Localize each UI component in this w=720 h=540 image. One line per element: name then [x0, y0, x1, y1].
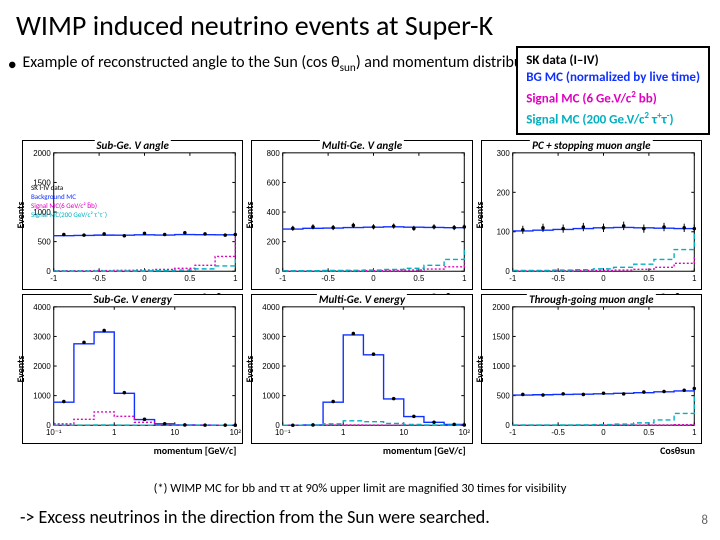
chart-title: PC + stopping muon angle: [530, 139, 652, 152]
svg-text:-0.5: -0.5: [92, 274, 106, 283]
svg-text:1: 1: [462, 274, 466, 283]
svg-text:-1: -1: [280, 274, 287, 283]
svg-text:1500: 1500: [492, 332, 510, 341]
svg-text:-0.5: -0.5: [322, 274, 336, 283]
svg-text:0: 0: [601, 274, 606, 283]
svg-text:300: 300: [496, 149, 510, 158]
chart-xlabel: Cosθsun: [660, 444, 695, 457]
svg-text:2000: 2000: [492, 303, 510, 312]
svg-text:10²: 10²: [230, 428, 242, 437]
svg-text:10²: 10²: [459, 428, 471, 437]
svg-text:1000: 1000: [33, 392, 51, 401]
svg-text:2000: 2000: [33, 362, 51, 371]
svg-text:3000: 3000: [33, 332, 51, 341]
chart-panel: PC + stopping muon angleEventsCosθsun010…: [481, 140, 702, 290]
svg-text:-1: -1: [50, 274, 57, 283]
legend-line-bgmc: BG MC (normalized by live time): [526, 69, 700, 86]
legend-line-sig1: Signal MC (6 Ge.V/c2 bb): [526, 86, 700, 107]
svg-text:0.5: 0.5: [414, 274, 426, 283]
svg-text:10⁻¹: 10⁻¹: [46, 428, 62, 437]
legend-line-data: SK data (I–IV): [526, 52, 700, 69]
svg-text:1: 1: [692, 428, 696, 437]
svg-text:0.5: 0.5: [184, 274, 196, 283]
svg-text:4000: 4000: [263, 303, 281, 312]
svg-text:1: 1: [233, 274, 237, 283]
svg-text:0: 0: [142, 274, 147, 283]
svg-text:10: 10: [400, 428, 409, 437]
svg-text:1: 1: [341, 428, 345, 437]
chart-panel: Sub-Ge. V angleEventsCosθsun050010001500…: [22, 140, 243, 290]
bullet-sub: sun: [340, 61, 356, 75]
chart-title: Sub-Ge. V energy: [91, 293, 173, 306]
svg-text:0: 0: [601, 428, 606, 437]
svg-text:-0.5: -0.5: [551, 274, 565, 283]
svg-text:800: 800: [267, 149, 281, 158]
page-number: 8: [701, 513, 708, 528]
legend-line-sig2: Signal MC (200 Ge.V/c2 τ+τ-): [526, 107, 700, 128]
chart-title: Multi-Ge. V angle: [320, 139, 404, 152]
page-title: WIMP induced neutrino events at Super-K: [0, 0, 720, 47]
svg-text:10: 10: [170, 428, 179, 437]
footnote: (*) WIMP MC for bb and ττ at 90% upper l…: [0, 481, 720, 496]
svg-text:4000: 4000: [33, 303, 51, 312]
svg-text:-0.5: -0.5: [551, 428, 565, 437]
svg-text:1: 1: [692, 274, 696, 283]
svg-text:-1: -1: [509, 274, 516, 283]
svg-text:2000: 2000: [33, 149, 51, 158]
svg-text:100: 100: [496, 228, 510, 237]
svg-text:0.5: 0.5: [643, 428, 655, 437]
svg-text:600: 600: [267, 178, 281, 187]
svg-text:1000: 1000: [492, 362, 510, 371]
svg-text:400: 400: [267, 208, 281, 217]
chart-inset-legend: SK I-IV dataBackground MCSignal MC(6 GeV…: [31, 183, 107, 219]
chart-title: Multi-Ge. V energy: [317, 293, 407, 306]
conclusion: -> Excess neutrinos in the direction fro…: [20, 506, 490, 528]
svg-text:1: 1: [112, 428, 116, 437]
chart-panel: Multi-Ge. V energyEventsmomentum [GeV/c]…: [251, 294, 472, 444]
svg-text:1000: 1000: [263, 392, 281, 401]
chart-title: Sub-Ge. V angle: [94, 139, 170, 152]
svg-text:0.5: 0.5: [643, 274, 655, 283]
svg-text:2000: 2000: [263, 362, 281, 371]
chart-panel: Through-going muon angleEventsCosθsun050…: [481, 294, 702, 444]
svg-text:500: 500: [496, 392, 510, 401]
chart-title: Through-going muon angle: [527, 293, 655, 306]
chart-grid: Sub-Ge. V angleEventsCosθsun050010001500…: [22, 140, 702, 444]
chart-xlabel: momentum [GeV/c]: [383, 444, 466, 457]
svg-text:0: 0: [372, 274, 377, 283]
svg-text:10⁻¹: 10⁻¹: [275, 428, 291, 437]
legend-box: SK data (I–IV) BG MC (normalized by live…: [516, 46, 710, 135]
chart-panel: Multi-Ge. V angleEventsCosθsun0200400600…: [251, 140, 472, 290]
chart-xlabel: momentum [GeV/c]: [154, 444, 237, 457]
bullet-marker-icon: ●: [8, 53, 16, 75]
svg-text:3000: 3000: [263, 332, 281, 341]
svg-text:500: 500: [38, 238, 52, 247]
bullet-part1: Example of reconstructed angle to the Su…: [22, 53, 339, 72]
svg-text:-1: -1: [509, 428, 516, 437]
chart-panel: Sub-Ge. V energyEventsmomentum [GeV/c]01…: [22, 294, 243, 444]
svg-text:200: 200: [496, 188, 510, 197]
svg-text:200: 200: [267, 238, 281, 247]
